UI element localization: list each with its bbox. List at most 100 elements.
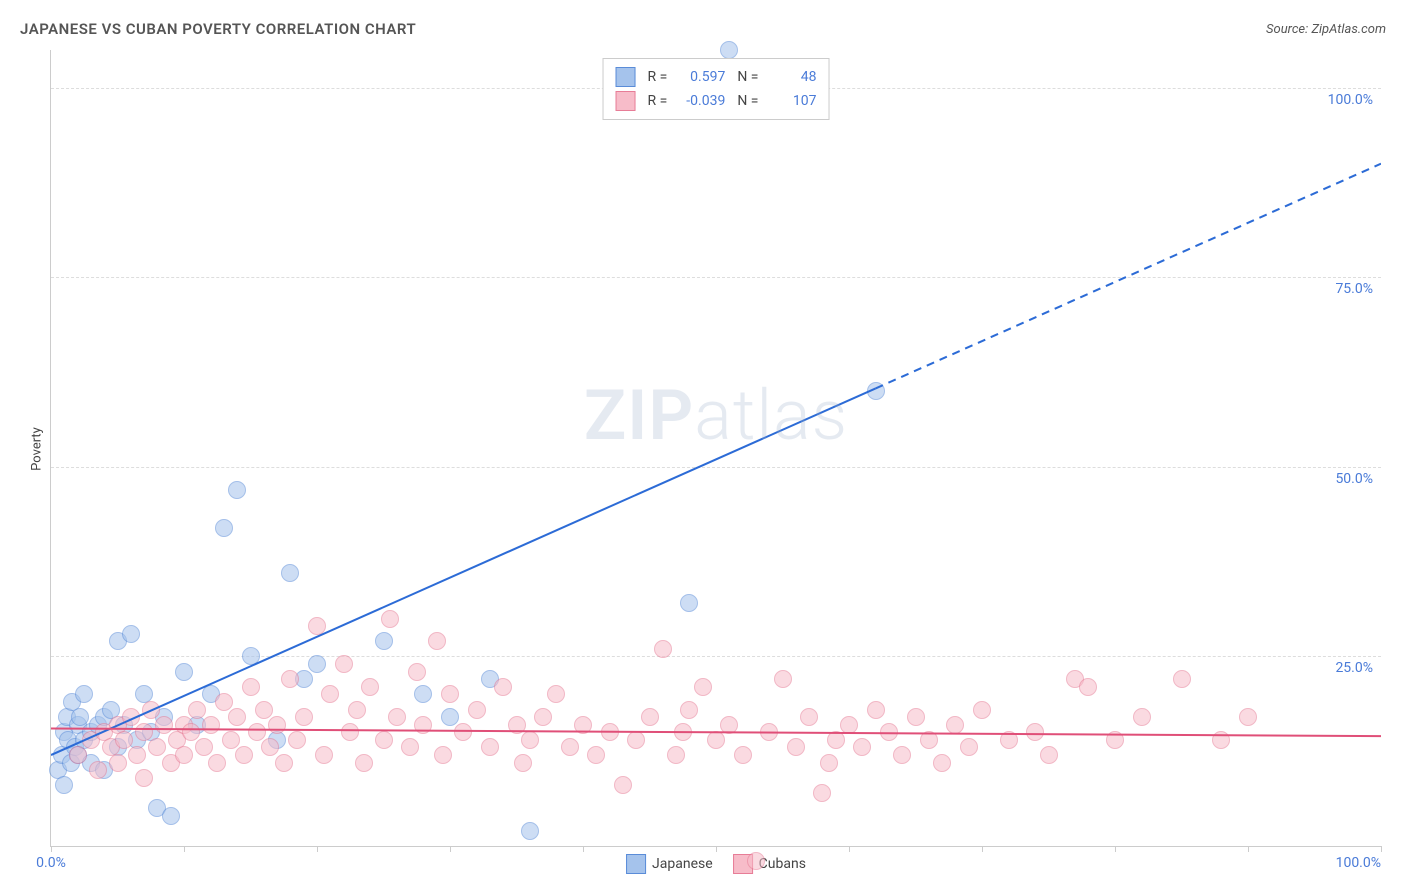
scatter-point [973, 701, 991, 719]
x-tick [51, 846, 52, 852]
scatter-point [933, 754, 951, 772]
scatter-point [521, 731, 539, 749]
source-attribution: Source: ZipAtlas.com [1266, 22, 1386, 37]
scatter-point [587, 746, 605, 764]
scatter-point [800, 708, 818, 726]
scatter-point [228, 708, 246, 726]
scatter-point [674, 723, 692, 741]
scatter-point [494, 678, 512, 696]
scatter-point [348, 701, 366, 719]
scatter-point [215, 693, 233, 711]
scatter-point [308, 617, 326, 635]
scatter-point [242, 678, 260, 696]
legend-swatch [626, 854, 646, 874]
scatter-point [1026, 723, 1044, 741]
scatter-point [55, 776, 73, 794]
series-legend: Japanese Cubans [626, 854, 806, 874]
x-tick [450, 846, 451, 852]
scatter-point [694, 678, 712, 696]
scatter-point [414, 716, 432, 734]
scatter-point [281, 564, 299, 582]
scatter-point [434, 746, 452, 764]
scatter-point [641, 708, 659, 726]
scatter-point [747, 852, 765, 870]
scatter-point [401, 738, 419, 756]
stats-legend-row: R =0.597N =48 [616, 65, 817, 89]
scatter-point [375, 632, 393, 650]
x-tick [716, 846, 717, 852]
scatter-point [182, 723, 200, 741]
scatter-point [175, 746, 193, 764]
legend-swatch [616, 91, 636, 111]
series-legend-item: Cubans [733, 854, 806, 874]
scatter-point [315, 746, 333, 764]
scatter-point [255, 701, 273, 719]
scatter-point [248, 723, 266, 741]
x-tick [1248, 846, 1249, 852]
series-legend-item: Japanese [626, 854, 713, 874]
y-tick-label: 100.0% [1328, 92, 1373, 108]
scatter-point [1239, 708, 1257, 726]
scatter-point [514, 754, 532, 772]
scatter-point [195, 738, 213, 756]
scatter-point [361, 678, 379, 696]
scatter-point [175, 663, 193, 681]
x-tick [1115, 846, 1116, 852]
legend-r-label: R = [648, 69, 668, 85]
y-tick-label: 25.0% [1335, 660, 1373, 676]
scatter-point [381, 610, 399, 628]
chart-area: Poverty ZIPatlas R =0.597N =48R =-0.039N… [50, 50, 1381, 847]
scatter-point [667, 746, 685, 764]
scatter-point [574, 716, 592, 734]
gridline-h [51, 467, 1381, 468]
x-tick [849, 846, 850, 852]
regression-line-solid [51, 388, 876, 755]
scatter-point [627, 731, 645, 749]
x-tick [317, 846, 318, 852]
scatter-point [222, 731, 240, 749]
y-axis-label: Poverty [29, 427, 44, 471]
scatter-point [1079, 678, 1097, 696]
scatter-point [840, 716, 858, 734]
scatter-point [481, 738, 499, 756]
scatter-point [867, 701, 885, 719]
scatter-point [142, 701, 160, 719]
scatter-point [188, 701, 206, 719]
scatter-point [680, 594, 698, 612]
source-value: ZipAtlas.com [1311, 22, 1386, 37]
scatter-point [388, 708, 406, 726]
scatter-point [414, 685, 432, 703]
scatter-point [946, 716, 964, 734]
scatter-point [720, 41, 738, 59]
scatter-point [75, 685, 93, 703]
scatter-point [827, 731, 845, 749]
scatter-point [680, 701, 698, 719]
scatter-point [867, 382, 885, 400]
scatter-point [601, 723, 619, 741]
scatter-point [454, 723, 472, 741]
x-tick [583, 846, 584, 852]
scatter-point [707, 731, 725, 749]
stats-legend: R =0.597N =48R =-0.039N =107 [603, 58, 830, 120]
x-tick [982, 846, 983, 852]
scatter-point [135, 723, 153, 741]
stats-legend-row: R =-0.039N =107 [616, 89, 817, 113]
scatter-point [208, 754, 226, 772]
scatter-point [468, 701, 486, 719]
x-tick [184, 846, 185, 852]
scatter-point [1106, 731, 1124, 749]
legend-n-value: 48 [766, 69, 816, 85]
scatter-point [281, 670, 299, 688]
scatter-point [375, 731, 393, 749]
scatter-point [853, 738, 871, 756]
scatter-point [308, 655, 326, 673]
scatter-point [335, 655, 353, 673]
scatter-point [441, 685, 459, 703]
scatter-point [614, 776, 632, 794]
scatter-point [760, 723, 778, 741]
scatter-point [122, 708, 140, 726]
scatter-point [115, 731, 133, 749]
scatter-point [295, 708, 313, 726]
regression-line-dashed [876, 164, 1381, 389]
scatter-point [1040, 746, 1058, 764]
